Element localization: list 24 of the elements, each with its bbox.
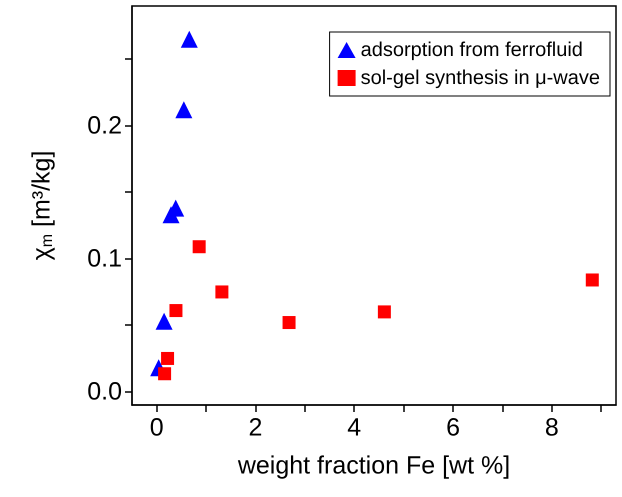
point <box>180 30 198 48</box>
x-tick-label: 2 <box>248 414 262 442</box>
point <box>169 304 182 318</box>
point <box>158 367 172 380</box>
x-tick-label: 8 <box>544 414 559 442</box>
point <box>175 101 192 118</box>
point <box>161 352 174 365</box>
x-axis-title: weight fraction Fe [wt %] <box>236 452 510 480</box>
point <box>192 240 206 254</box>
point <box>215 285 228 298</box>
point <box>162 206 180 224</box>
point <box>156 312 173 330</box>
point <box>282 316 296 330</box>
legend-label: sol-gel synthesis in μ-wave <box>360 67 600 89</box>
point <box>378 305 391 318</box>
y-tick-label: 0.2 <box>87 112 122 140</box>
x-tick-label: 4 <box>347 414 362 442</box>
y-axis-title: χm [m³/kg] <box>28 150 56 260</box>
point <box>586 273 599 286</box>
x-tick-label: 6 <box>446 414 460 442</box>
legend-label: adsorption from ferrofluid <box>360 39 583 61</box>
y-tick-label: 0.0 <box>87 378 122 406</box>
y-tick-label: 0.1 <box>87 244 122 273</box>
x-tick-label: 0 <box>150 414 164 442</box>
